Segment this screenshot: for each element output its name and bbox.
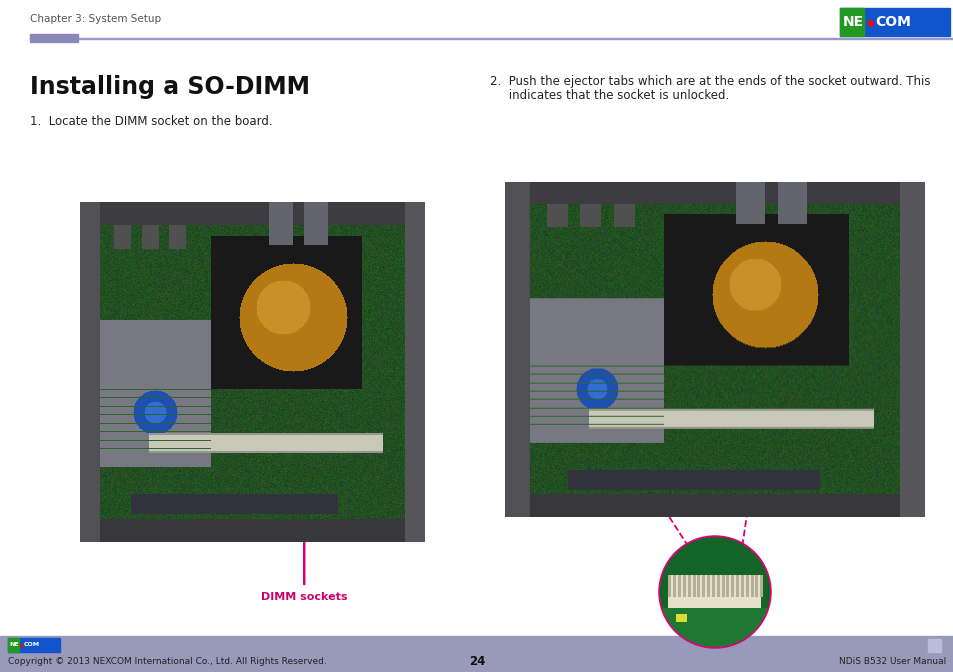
Text: Installing a SO-DIMM: Installing a SO-DIMM [30, 75, 310, 99]
Text: COM: COM [24, 642, 40, 648]
Text: 2.  Push the ejector tabs which are at the ends of the socket outward. This: 2. Push the ejector tabs which are at th… [490, 75, 929, 88]
Text: 1.  Locate the DIMM socket on the board.: 1. Locate the DIMM socket on the board. [30, 115, 273, 128]
Text: NE: NE [10, 642, 19, 648]
Bar [840, 8, 949, 36]
Text: DIMM sockets: DIMM sockets [261, 592, 347, 602]
Text: Chapter 3: System Setup: Chapter 3: System Setup [30, 14, 161, 24]
Bar [0, 636, 953, 672]
Bar [934, 646, 940, 653]
Text: 24: 24 [468, 655, 485, 668]
Bar [934, 639, 940, 645]
Text: NE: NE [842, 15, 863, 29]
Bar [8, 638, 19, 652]
Bar [30, 38, 953, 39]
Bar [927, 639, 933, 645]
Bar [8, 638, 60, 652]
Bar [927, 646, 933, 653]
Bar [840, 8, 863, 36]
Text: NDiS B532 User Manual: NDiS B532 User Manual [838, 657, 945, 666]
Text: indicates that the socket is unlocked.: indicates that the socket is unlocked. [490, 89, 728, 102]
Text: COM: COM [874, 15, 910, 29]
Circle shape [20, 644, 23, 646]
Bar [30, 34, 78, 42]
Text: Copyright © 2013 NEXCOM International Co., Ltd. All Rights Reserved.: Copyright © 2013 NEXCOM International Co… [8, 657, 327, 666]
Circle shape [867, 21, 872, 26]
